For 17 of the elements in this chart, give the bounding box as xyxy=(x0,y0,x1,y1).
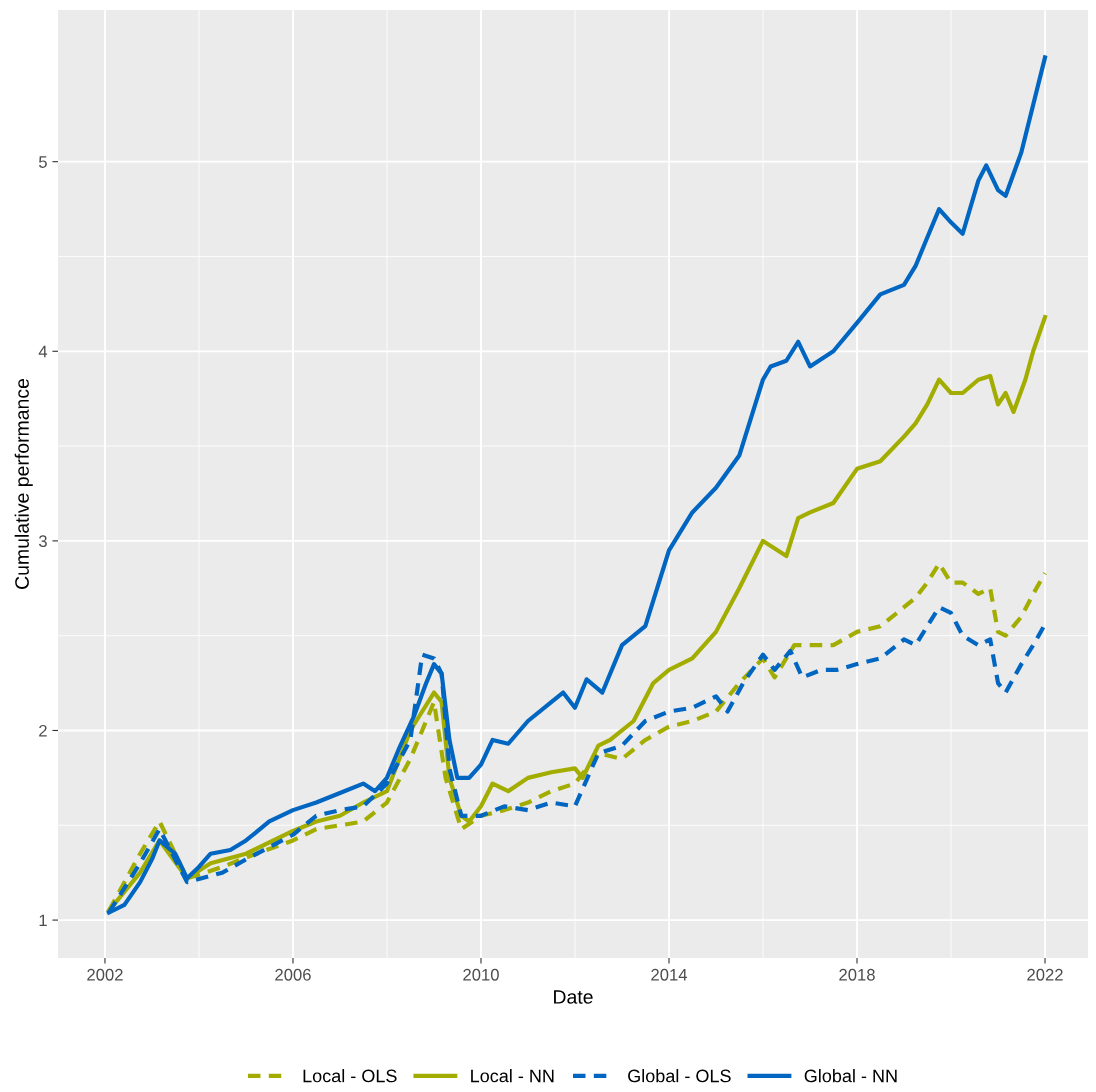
legend-label: Local - NN xyxy=(471,1069,554,1083)
legend-label: Local - OLS xyxy=(303,1069,397,1083)
y-axis-title: Cumulative performance xyxy=(14,378,33,589)
x-tick-label: 2014 xyxy=(651,968,688,981)
y-tick-label: 3 xyxy=(38,535,47,548)
legend-label: Global - NN xyxy=(804,1069,897,1083)
x-tick-label: 2002 xyxy=(87,968,123,981)
x-tick-label: 2018 xyxy=(839,968,875,981)
y-tick-label: 1 xyxy=(39,914,47,927)
y-tick-label: 4 xyxy=(38,345,48,358)
y-tick-label: 5 xyxy=(38,156,47,168)
x-tick-label: 2010 xyxy=(463,968,499,981)
y-tick-label: 2 xyxy=(39,724,47,737)
x-tick-label: 2022 xyxy=(1027,968,1063,981)
legend-label: Global - OLS xyxy=(628,1069,731,1083)
x-tick-label: 2006 xyxy=(275,968,311,981)
x-axis-title: Date xyxy=(554,990,593,1004)
